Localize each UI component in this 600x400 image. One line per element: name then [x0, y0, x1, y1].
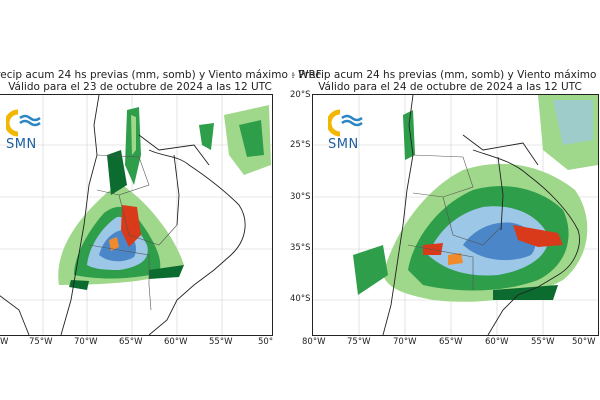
- left-lon-tick: 70°W: [74, 337, 98, 347]
- left-coastlines: [0, 95, 246, 335]
- left-province-borders: [88, 154, 178, 311]
- right-lat-tick: 35°S: [290, 243, 311, 253]
- left-lon-tick: W: [0, 337, 9, 347]
- right-lon-tick: 75°W: [347, 337, 371, 347]
- right-precip-map: [312, 94, 599, 336]
- sun-waves-icon: [328, 109, 363, 137]
- right-lon-tick: 80°W: [302, 337, 326, 347]
- right-title-line2: Válido para el 24 de octubre de 2024 a l…: [318, 81, 582, 93]
- right-lon-tick: 55°W: [531, 337, 555, 347]
- right-map-svg: [313, 95, 598, 335]
- left-lon-tick: 50°: [258, 337, 274, 347]
- right-title-line1: - Precip acum 24 hs previas (mm, somb) y…: [291, 69, 600, 81]
- right-province-borders: [407, 154, 502, 290]
- smn-logo-text: SMN: [328, 137, 359, 152]
- left-precip-field: [58, 105, 271, 290]
- right-lon-tick: 70°W: [393, 337, 417, 347]
- left-lon-tick: 75°W: [29, 337, 53, 347]
- right-lon-tick: 65°W: [439, 337, 463, 347]
- left-lon-tick: 60°W: [164, 337, 188, 347]
- left-precip-map: [0, 94, 273, 336]
- left-map-svg: [0, 95, 272, 335]
- right-lat-tick: 20°S: [290, 90, 311, 100]
- left-lon-tick: 55°W: [209, 337, 233, 347]
- right-lon-tick: 60°W: [485, 337, 509, 347]
- left-lon-tick: 65°W: [119, 337, 143, 347]
- smn-logo-left: SMN: [6, 108, 42, 152]
- right-panel-title: - Precip acum 24 hs previas (mm, somb) y…: [290, 69, 600, 93]
- right-lat-tick: 40°S: [290, 294, 311, 304]
- right-coastlines: [382, 95, 580, 335]
- sun-waves-icon: [6, 109, 41, 137]
- right-lat-tick: 25°S: [290, 140, 311, 150]
- right-lat-tick: 30°S: [290, 192, 311, 202]
- smn-logo-right: SMN: [328, 108, 364, 152]
- right-precip-field: [353, 95, 598, 302]
- smn-logo-text: SMN: [6, 137, 37, 152]
- left-title-line1: Precip acum 24 hs previas (mm, somb) y V…: [0, 69, 322, 81]
- left-title-line2: Válido para el 23 de octubre de 2024 a l…: [8, 81, 272, 93]
- left-panel-title: Precip acum 24 hs previas (mm, somb) y V…: [0, 69, 322, 93]
- right-lon-tick: 50°W: [572, 337, 596, 347]
